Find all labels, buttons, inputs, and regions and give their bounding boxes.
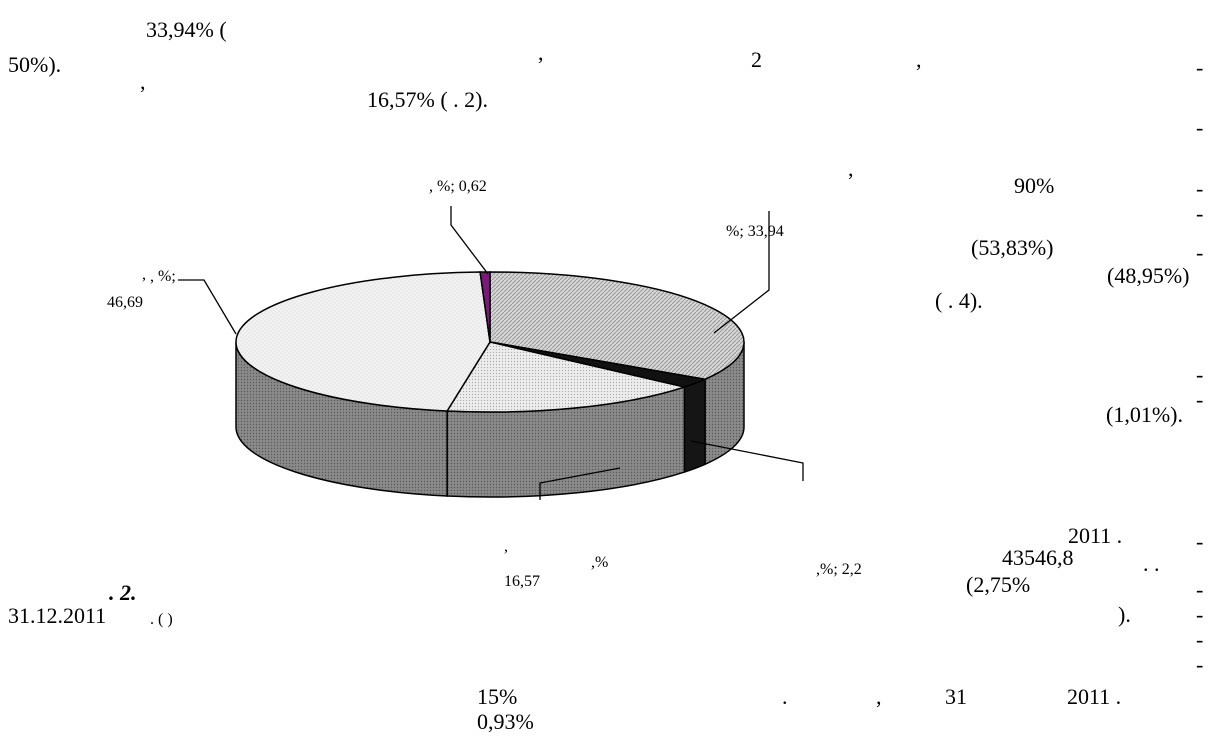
hyphen: -: [1196, 529, 1204, 554]
hyphen: -: [1196, 115, 1204, 140]
text-day-31: 31: [945, 684, 967, 709]
text-dots: . .: [1143, 551, 1160, 576]
text-figure-4-ref: ( . 4).: [935, 288, 983, 313]
text-comma: ,: [538, 40, 544, 65]
hyphen: -: [1196, 387, 1204, 412]
label-top-slice: , %; 0,62: [429, 178, 487, 195]
text-16-57-ref: 16,57% ( . 2).: [367, 87, 488, 112]
text-2-75: (2,75%: [966, 572, 1031, 597]
leader-line-bottom: [539, 467, 621, 500]
pie-slice-2: [445, 341, 688, 413]
leader-lines: [178, 206, 804, 500]
text-50-percent: 50%).: [8, 52, 62, 77]
text-comma: ,: [140, 69, 146, 94]
text-53-83: (53,83%): [971, 235, 1054, 260]
hyphen: -: [1196, 362, 1204, 387]
label-left-slice-a: ,: [142, 266, 146, 283]
leader-line-right: [713, 211, 770, 334]
hyphen: -: [1196, 201, 1204, 226]
text-close-paren: ).: [1118, 602, 1131, 627]
hyphen: -: [1196, 55, 1204, 80]
pie-tops: [235, 271, 745, 413]
text-90-percent: 90%: [1014, 173, 1055, 198]
label-left-slice-b: , %;: [150, 268, 176, 285]
figure-caption-label: . 2.: [109, 580, 137, 605]
text-1-01: (1,01%).: [1106, 402, 1183, 427]
pie-slice-4: [479, 271, 491, 343]
text-0-93: 0,93%: [477, 709, 534, 734]
text-value-3394: 33,94% (: [146, 17, 227, 42]
hyphen: -: [1196, 602, 1204, 627]
hyphen: -: [1196, 240, 1204, 265]
text-dot: .: [782, 684, 788, 709]
text-number-2: 2: [751, 47, 762, 72]
figure-caption-paren: . ( ): [150, 611, 173, 628]
hyphen: -: [1196, 652, 1204, 677]
text-15-percent: 15%: [477, 684, 518, 709]
leader-line-left: [178, 279, 237, 335]
leader-line-top: [450, 206, 489, 275]
pie-sides: [235, 341, 745, 498]
hyphen: -: [1196, 577, 1204, 602]
label-bottom-b: ,%: [591, 554, 608, 571]
text-comma: ,: [848, 156, 854, 181]
text-year-2011: 2011 .: [1068, 523, 1123, 548]
label-left-slice-c: 46,69: [107, 294, 143, 311]
hyphen: -: [1196, 627, 1204, 652]
label-bottom-right: ,%; 2,2: [816, 561, 862, 578]
hyphen: -: [1196, 176, 1204, 201]
pie-side-1: [683, 378, 706, 474]
text-amount: 43546,8: [1002, 545, 1074, 570]
text-year-2011: 2011 .: [1067, 684, 1122, 709]
leader-line-bottom-right: [690, 440, 804, 481]
text-comma: ,: [916, 47, 922, 72]
text-comma: ,: [876, 684, 882, 709]
label-right-slice: %; 33,94: [726, 223, 784, 240]
label-bottom-a: ,: [504, 538, 508, 555]
figure-caption-date: 31.12.2011: [8, 603, 107, 628]
text-48-95: (48,95%): [1107, 263, 1190, 288]
pie-slice-3: [235, 271, 491, 412]
label-bottom-c: 16,57: [504, 573, 540, 590]
